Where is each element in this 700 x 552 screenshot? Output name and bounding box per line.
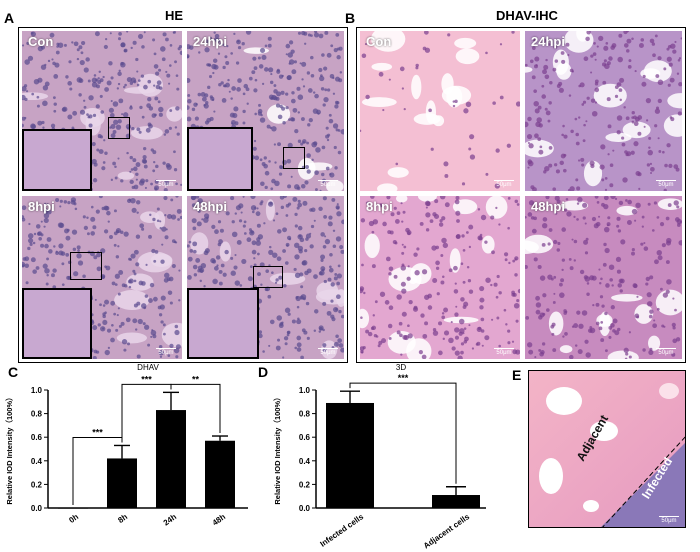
micrograph-texture [525,31,682,191]
scale-bar: 50μm [494,348,514,356]
he-tile-48hpi: 48hpi 50μm [187,196,344,359]
x-tick-label: Adjacent cells [422,512,472,551]
scale-bar: 50μm [156,180,176,188]
scale-label: 50μm [320,182,336,188]
bar [432,495,480,508]
chart-title: DHAV [137,363,159,372]
significance-bracket [349,382,457,484]
panel-a-letter: A [4,10,15,26]
ihc-tile-label: 24hpi [531,34,565,49]
bar [205,440,235,508]
zoom-inset [22,288,92,359]
selection-box [283,147,305,169]
significance-label: ** [192,374,200,384]
micrograph-texture [187,196,344,359]
y-axis-label: Relative IOD Intensity（100%） [4,393,14,504]
significance-label: *** [141,374,152,384]
he-tile-label: 8hpi [28,199,55,214]
scale-label: 50μm [658,182,674,188]
scale-label: 50μm [658,350,674,356]
chart-d: 3D 0.0 0.2 0.4 0.6 0.8 1.0 Relative IOD Intensi… [272,363,486,551]
scale-bar: 50μm [318,348,338,356]
scale-label: 50μm [496,350,512,356]
zoom-inset [187,288,259,359]
bar [326,402,374,508]
significance-label: *** [92,427,103,437]
scale-bar: 50μm [494,180,514,188]
he-tile-label: Con [28,34,54,49]
scale-label: 50μm [158,182,174,188]
ihc-tile-label: Con [366,34,392,49]
panel-d-letter: D [258,364,269,380]
selection-box [70,252,102,280]
scale-label: 50μm [158,350,174,356]
bar [156,410,186,508]
scale-bar: 50μm [659,516,679,524]
y-tick-label: 0.0 [31,504,43,513]
panel-a-title: HE [165,8,184,23]
y-tick-label: 0.6 [299,433,311,442]
y-tick-label: 1.0 [31,386,43,395]
bar [107,458,137,508]
micrograph-texture [187,31,344,191]
x-tick-label: 0h [67,512,80,525]
micrograph-texture [360,31,520,191]
selection-box [108,117,130,139]
bar [58,508,88,509]
y-tick-label: 0.8 [299,410,311,419]
selection-box [253,266,283,288]
panel-b-letter: B [345,10,356,26]
scale-label: 50μm [496,182,512,188]
y-tick-label: 0.2 [31,480,43,489]
ihc-tile-con: Con 50μm [360,31,520,191]
panel-e-letter: E [512,367,522,383]
micrograph-e: Adjacent Infected 50μm [528,370,686,528]
panel-c-letter: C [8,364,19,380]
scale-bar: 50μm [656,348,676,356]
ihc-tile-24hpi: 24hpi 50μm [525,31,682,191]
micrograph-e-texture [529,371,685,527]
scale-bar: 50μm [656,180,676,188]
he-tile-con: Con 50μm [22,31,182,191]
y-tick-label: 0.6 [31,433,43,442]
he-tile-label: 24hpi [193,34,227,49]
significance-label: *** [398,373,409,383]
scale-bar: 50μm [156,348,176,356]
panel-b-title: DHAV-IHC [496,8,558,23]
x-tick-label: 24h [162,512,179,527]
micrograph-texture [525,196,682,359]
y-tick-label: 0.4 [299,457,311,466]
y-tick-label: 0.2 [299,480,311,489]
y-tick-label: 0.0 [299,504,311,513]
he-tile-24hpi: 24hpi 50μm [187,31,344,191]
ihc-tile-label: 8hpi [366,199,393,214]
y-tick-label: 0.4 [31,457,43,466]
he-tile-label: 48hpi [193,199,227,214]
significance-bracket [170,383,221,434]
y-axis-label: Relative IOD Intensity（100%） [272,393,282,504]
chart-title: 3D [396,363,406,372]
y-tick-label: 0.8 [31,410,43,419]
ihc-tile-48hpi: 48hpi 50μm [525,196,682,359]
he-tile-8hpi: 8hpi 50μm [22,196,182,359]
x-tick-label: 8h [116,512,129,525]
chart-c: DHAV 0.0 0.2 0.4 0.6 0.8 1.0 Relative IOD Inten… [4,363,248,528]
ihc-tile-label: 48hpi [531,199,565,214]
zoom-inset [187,127,253,191]
zoom-inset [22,129,92,191]
scale-label: 50μm [661,518,677,524]
scale-bar: 50μm [318,180,338,188]
micrograph-texture [360,196,520,359]
x-tick-label: Infected cells [318,512,365,549]
ihc-tile-8hpi: 8hpi 50μm [360,196,520,359]
y-tick-label: 1.0 [299,386,311,395]
scale-label: 50μm [320,350,336,356]
x-tick-label: 48h [211,512,228,527]
